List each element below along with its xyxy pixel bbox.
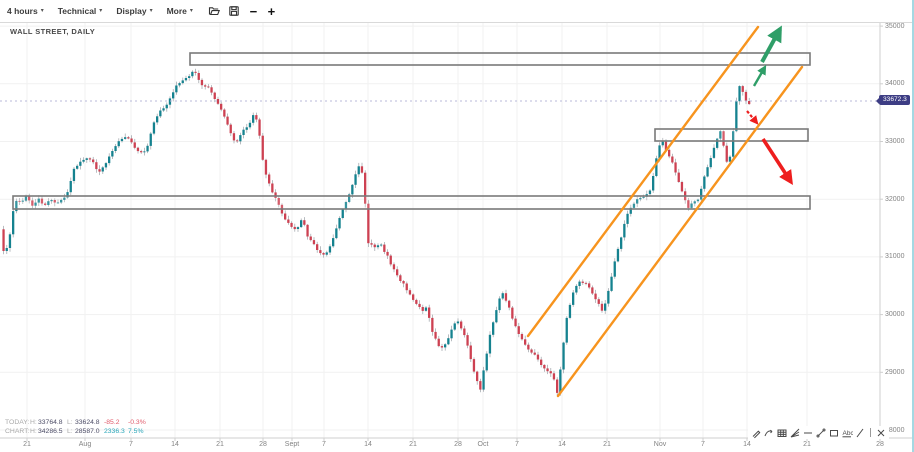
zoom-out-icon[interactable]: − [249, 3, 258, 19]
high-label: H: [30, 419, 37, 426]
bearish-arrow-large[interactable] [761, 138, 793, 186]
today-low-value: 33624.8 [75, 419, 100, 426]
chart-change-pct: 7.5% [128, 428, 144, 435]
svg-text:Abc: Abc [843, 430, 854, 437]
price-tick-label: 31000 [885, 253, 905, 261]
chart-high-value: 34286.5 [38, 428, 63, 435]
chart-toolbar: 4 hours ▾ Technical ▾ Display ▾ More ▾ [0, 0, 914, 23]
session-stats: TODAY: H: 33764.8 L: 33624.8 -85.2 -0.3%… [5, 418, 150, 436]
high-label: H: [30, 428, 37, 435]
time-tick-label: 21 [216, 441, 224, 448]
chevron-down-icon: ▾ [149, 8, 153, 14]
bearish-arrow-small[interactable] [746, 110, 759, 125]
chart-change-value: 2336.3 [104, 428, 125, 435]
time-tick-label: 21 [23, 441, 31, 448]
price-tick-label: 33000 [885, 138, 905, 145]
ray-line-icon[interactable] [854, 427, 866, 439]
more-dropdown[interactable]: More ▾ [167, 6, 193, 16]
channel-line-lower[interactable] [556, 65, 804, 398]
time-tick-label: Oct [477, 441, 489, 448]
last-price-badge: 33672.3 [876, 95, 910, 105]
interval-dropdown[interactable]: 4 hours ▾ [7, 6, 44, 16]
price-tick-label: 30000 [885, 311, 905, 319]
low-label: L: [67, 419, 73, 426]
price-tick-label: 28000 [885, 426, 905, 434]
candle-wicks [3, 68, 750, 396]
display-dropdown-label: Display [116, 6, 147, 16]
price-tick-label: 35000 [885, 22, 905, 30]
close-icon[interactable] [875, 427, 887, 439]
price-axis[interactable]: 35000 34000 33000 32000 31000 30000 29000 28000 [880, 23, 914, 438]
save-icon[interactable] [227, 4, 241, 18]
time-tick-label: 14 [743, 441, 751, 448]
chevron-down-icon: ▾ [189, 8, 193, 14]
chart-stats-row: CHART: H: 34286.5 L: 28587.0 2336.3 7.5% [5, 427, 150, 436]
support-zone[interactable] [12, 195, 811, 210]
technical-dropdown[interactable]: Technical ▾ [58, 6, 103, 16]
today-stats-row: TODAY: H: 33764.8 L: 33624.8 -85.2 -0.3% [5, 418, 150, 427]
resistance-zone-upper[interactable] [189, 52, 811, 66]
chevron-down-icon: ▾ [40, 8, 44, 14]
time-tick-label: Sept [284, 441, 300, 448]
price-tick-label: 32000 [885, 195, 905, 203]
more-dropdown-label: More [166, 6, 187, 16]
time-tick-label: 7 [515, 441, 519, 448]
bullish-arrow-large[interactable] [760, 25, 782, 63]
time-tick-label: 21 [803, 441, 811, 448]
chart-label: CHART: [5, 428, 30, 435]
trend-line-icon[interactable] [815, 427, 827, 439]
time-tick-label: 28 [454, 441, 462, 448]
today-change-pct: -0.3% [128, 419, 146, 426]
time-tick-label: 14 [558, 441, 566, 448]
time-tick-label: 7 [129, 441, 133, 448]
grid-icon[interactable] [776, 427, 788, 439]
technical-dropdown-label: Technical [57, 6, 97, 16]
rectangle-icon[interactable] [828, 427, 840, 439]
horizontal-line-icon[interactable] [802, 427, 814, 439]
time-tick-label: 7 [701, 441, 705, 448]
chevron-down-icon: ▾ [99, 8, 103, 14]
today-change-value: -85.2 [104, 419, 120, 426]
price-tick-label: 34000 [885, 80, 905, 88]
time-tick-label: 14 [171, 441, 179, 448]
text-icon[interactable]: Abc [841, 427, 853, 439]
zoom-in-icon[interactable]: + [267, 3, 276, 19]
price-tick-label: 29000 [885, 368, 905, 376]
today-high-value: 33764.8 [38, 419, 63, 426]
resistance-zone-mid[interactable] [654, 128, 809, 142]
time-axis[interactable]: 21 Aug 7 14 21 28 Sept 7 14 21 28 Oct 7 14 21 Nov 7 14 21 2… [0, 438, 914, 452]
pencil-icon[interactable] [750, 427, 762, 439]
candlestick-series [2, 71, 751, 393]
toolbar-separator [870, 428, 871, 437]
window-edge-strip [912, 0, 914, 452]
interval-dropdown-label: 4 hours [7, 6, 38, 16]
today-label: TODAY: [5, 419, 30, 426]
curved-arrow-icon[interactable] [763, 427, 775, 439]
time-tick-label: 28 [259, 441, 267, 448]
time-tick-label: 21 [603, 441, 611, 448]
channel-line-upper[interactable] [526, 25, 760, 338]
time-tick-label: 14 [364, 441, 372, 448]
low-label: L: [67, 428, 73, 435]
fan-lines-icon[interactable] [789, 427, 801, 439]
time-tick-label: Aug [78, 441, 92, 448]
open-folder-icon[interactable] [207, 4, 221, 18]
display-dropdown[interactable]: Display ▾ [116, 6, 152, 16]
time-tick-label: Nov [653, 441, 667, 448]
time-tick-label: 21 [409, 441, 417, 448]
time-tick-label: 7 [322, 441, 326, 448]
drawing-toolbar: Abc [748, 426, 889, 439]
instrument-title: WALL STREET, DAILY [10, 27, 96, 36]
bullish-arrow-small[interactable] [752, 64, 767, 87]
chart-low-value: 28587.0 [75, 428, 100, 435]
time-tick-label: 28 [876, 441, 884, 448]
